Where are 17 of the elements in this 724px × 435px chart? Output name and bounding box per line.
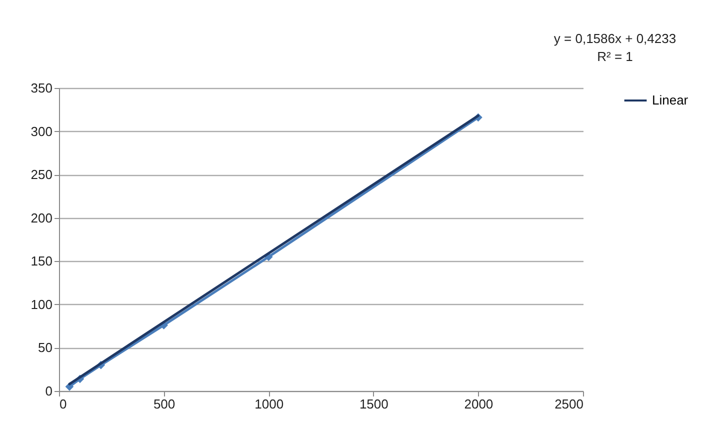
x-tick-label: 2500 (554, 396, 584, 412)
y-tick-label: 200 (30, 210, 52, 226)
x-tick-label: 500 (153, 396, 176, 412)
y-tick-label: 50 (38, 340, 52, 356)
y-tick-label: 350 (30, 80, 52, 96)
y-tick-label: 250 (30, 167, 52, 182)
x-tick-label: 2000 (464, 396, 494, 412)
x-tick-label: 1500 (359, 396, 388, 412)
legend-label: Linear (652, 92, 689, 108)
x-tick-label: 1000 (254, 396, 284, 412)
y-tick-label: 150 (30, 254, 52, 269)
text: y = 0,1586x + 0,4233 (552, 30, 678, 48)
y-tick-label: 100 (30, 296, 52, 312)
x-tick-label: 0 (60, 396, 67, 412)
y-tick-label: 300 (30, 124, 52, 139)
text: R² = 1 (596, 48, 634, 66)
y-tick-label: 0 (45, 384, 52, 398)
